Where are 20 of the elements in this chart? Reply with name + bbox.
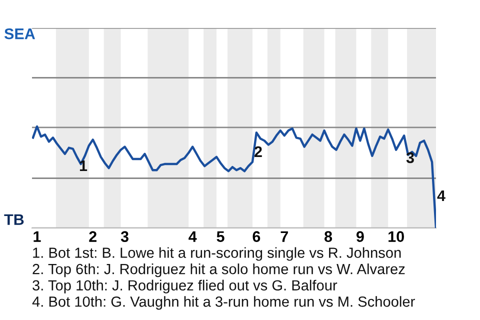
ref-line-label: TB bbox=[4, 214, 24, 225]
x-tick-label: 5 bbox=[216, 231, 224, 242]
annotation: 3 bbox=[406, 152, 414, 164]
x-tick-label: 8 bbox=[324, 231, 332, 242]
text: 4 bbox=[437, 190, 446, 201]
x-tick-label: 3 bbox=[120, 231, 128, 242]
text: 2. Top 6th: J. Rodriguez hit a solo home run vs W. Alvarez bbox=[32, 264, 405, 278]
x-tick-label: 1 bbox=[34, 231, 41, 242]
text: 3. Top 10th: J. Rodriguez flied out vs G. Balfour bbox=[32, 280, 338, 294]
annotation: 1 bbox=[80, 160, 88, 171]
x-tick-label: 2 bbox=[89, 231, 96, 242]
x-tick-label: 6 bbox=[252, 231, 260, 242]
ref-line-label: SEA bbox=[4, 28, 36, 40]
text: 4. Bot 10th: G. Vaughn hit a 3-run home run vs M. Schooler bbox=[32, 296, 415, 310]
annotation: 2 bbox=[254, 146, 262, 157]
text: 1. Bot 1st: B. Lowe hit a run-scoring single vs R. Johnson bbox=[33, 247, 401, 261]
x-tick-label: 4 bbox=[188, 231, 197, 242]
x-tick-label: 10 bbox=[388, 231, 404, 242]
x-tick-label: 7 bbox=[280, 231, 288, 242]
x-tick-label: 9 bbox=[356, 231, 364, 242]
